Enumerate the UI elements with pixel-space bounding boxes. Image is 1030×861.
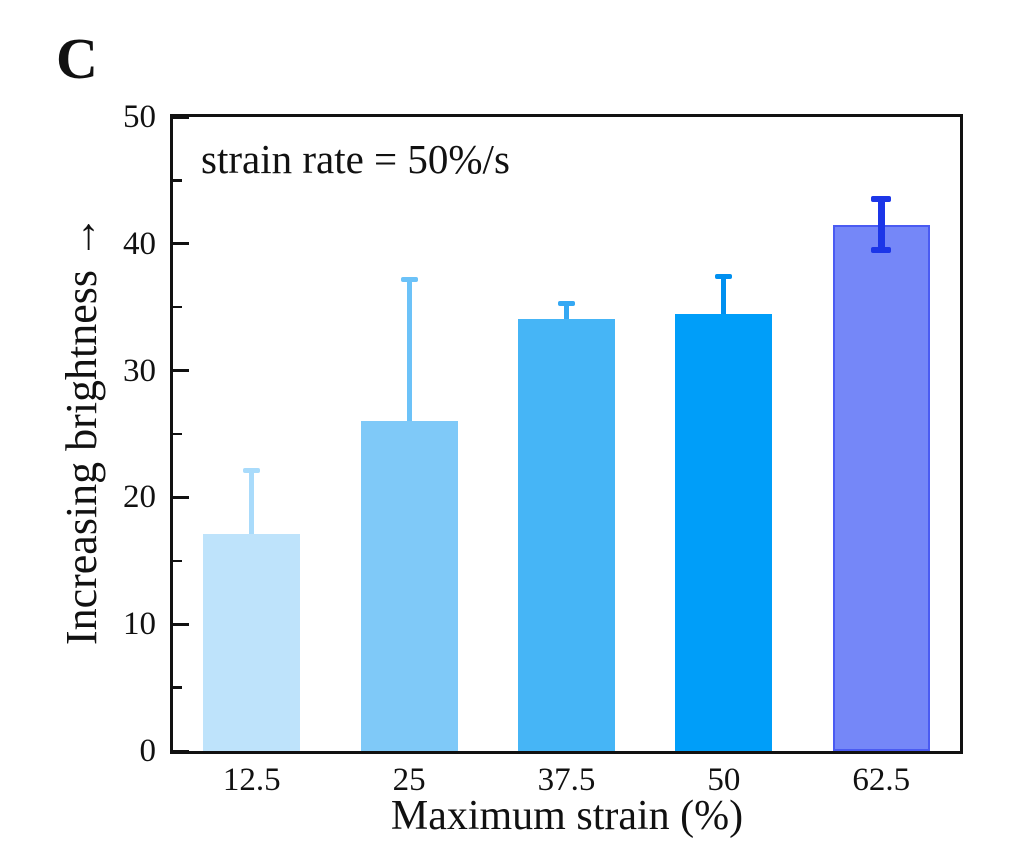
annotation-strain-rate: strain rate = 50%/s <box>201 136 510 182</box>
y-major-tick <box>173 495 189 499</box>
y-major-tick <box>173 622 189 626</box>
y-tick-label: 30 <box>123 352 156 389</box>
panel-label: C <box>56 26 98 91</box>
x-tick-label: 50 <box>707 762 741 798</box>
error-bar-cap-top <box>715 274 733 280</box>
y-minor-tick <box>173 559 182 563</box>
y-major-tick <box>173 369 189 373</box>
error-bar-cap-top <box>243 468 261 474</box>
x-tick-label: 25 <box>392 762 426 798</box>
y-major-tick <box>173 115 189 119</box>
x-axis-label: Maximum strain (%) <box>390 793 744 839</box>
y-tick-label: 20 <box>123 479 156 516</box>
error-bar-line <box>406 279 412 422</box>
y-minor-tick <box>173 179 182 182</box>
y-tick-label: 40 <box>123 225 156 262</box>
error-bar-cap-top <box>558 300 575 306</box>
y-tick-label: 50 <box>123 99 156 135</box>
bar <box>203 534 301 751</box>
error-bar-line <box>564 303 569 319</box>
y-tick-label: 10 <box>123 606 156 643</box>
error-bar-cap-top <box>400 276 418 282</box>
bar <box>675 313 773 751</box>
bar <box>360 421 458 751</box>
error-bar-cap-bottom <box>871 247 892 254</box>
y-axis-label: Increasing brightness → <box>57 214 106 646</box>
x-tick-label: 37.5 <box>537 762 596 798</box>
bar <box>832 224 930 751</box>
error-bar-cap-top <box>871 196 892 203</box>
y-tick-label: 0 <box>139 733 157 769</box>
y-major-tick <box>173 242 189 246</box>
error-bar-line <box>877 199 885 251</box>
x-tick-label: 12.5 <box>222 762 281 798</box>
error-bar-line <box>249 470 255 535</box>
y-minor-tick <box>173 686 182 689</box>
bar <box>518 318 615 751</box>
y-major-tick <box>173 749 189 753</box>
y-minor-tick <box>173 432 182 436</box>
y-minor-tick <box>173 305 182 309</box>
error-bar-line <box>721 276 727 314</box>
plot-area: strain rate = 50%/s <box>170 114 963 754</box>
x-tick-label: 62.5 <box>852 762 911 798</box>
